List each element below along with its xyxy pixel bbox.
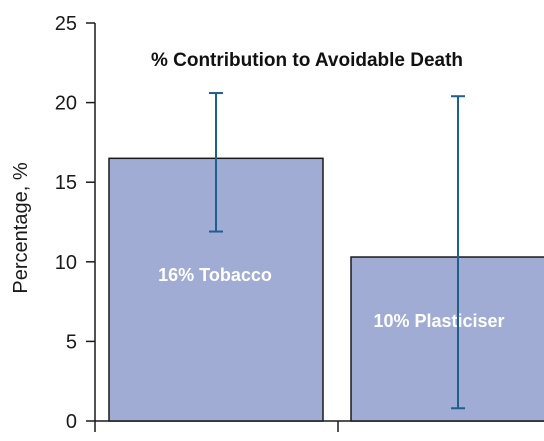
y-tick-label: 0	[66, 411, 77, 433]
bar	[350, 256, 544, 422]
bar-data-label: 16% Tobacco	[158, 265, 272, 285]
y-tick-label: 5	[66, 331, 77, 353]
chart-title: % Contribution to Avoidable Death	[151, 50, 463, 71]
y-axis-title: Percentage, %	[10, 162, 32, 293]
y-tick-label: 20	[55, 93, 77, 115]
y-tick-label: 10	[55, 252, 77, 274]
y-tick-label: 15	[55, 172, 77, 194]
y-tick-label: 25	[55, 13, 77, 35]
bar-data-label: 10% Plasticiser	[373, 311, 504, 331]
